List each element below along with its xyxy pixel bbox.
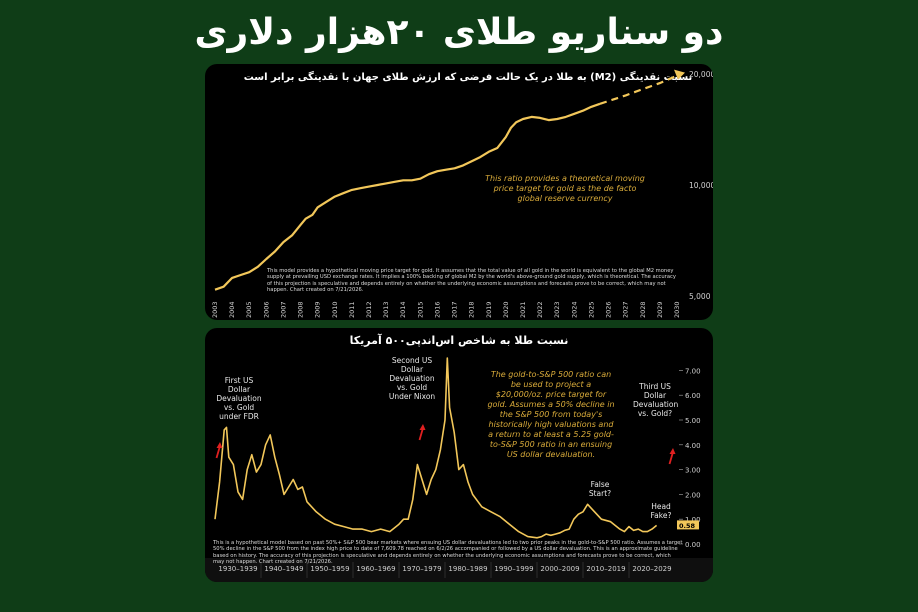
chart-title: نسبت نقدینگی (M2) به طلا در یک حالت فرضی… [243, 72, 693, 83]
x-tick-label: 2029 [656, 301, 664, 318]
event-arrowhead [669, 448, 676, 454]
current-value-badge [677, 520, 699, 530]
m2-gold-chart: 20,000 10,000 5,000 2003 2004 2005 2006 2007 200… [211, 69, 713, 318]
event-label: Head Fake? [650, 502, 672, 520]
event-arrowhead [216, 442, 223, 448]
y-tick-label: 5.00 [685, 417, 701, 425]
x-tick-label: 2007 [279, 301, 287, 318]
event-label: Second US Dollar Devaluation vs. Gold Un… [388, 356, 436, 401]
x-tick-label: 2030 [673, 301, 681, 318]
projection-arrowhead [674, 69, 685, 80]
x-tick-label: 2021 [519, 301, 527, 318]
x-tick-label: 2014 [399, 301, 407, 318]
event-label: False Start? [588, 480, 612, 498]
x-tick-label: 2003 [211, 301, 219, 318]
decade-label: 1940–1949 [264, 565, 303, 573]
x-tick-label: 2020 [502, 301, 510, 318]
event-label: Third US Dollar Devaluation vs. Gold? [633, 382, 679, 418]
x-tick-label: 2028 [639, 301, 647, 318]
event-label: First US Dollar Devaluation vs. Gold und… [216, 376, 262, 421]
x-tick-label: 2016 [433, 301, 441, 318]
history-line [214, 102, 601, 291]
y-tick-label: 7.00 [685, 367, 701, 375]
headline: دو سناریو طلای ۲۰هزار دلاری [194, 12, 724, 53]
chart-annotation: This ratio provides a theoretical moving… [485, 174, 645, 203]
x-tick-label: 2011 [348, 301, 356, 318]
x-tick-label: 2010 [331, 301, 339, 318]
x-tick-label: 2013 [382, 301, 390, 318]
x-tick-label: 2015 [416, 301, 424, 318]
gold-sp500-chart-panel: نسبت طلا به شاخص اس‌اندپی۵۰۰ آمریکا 7.00… [205, 328, 713, 582]
y-tick-label: 10,000 [689, 181, 713, 190]
x-tick-label: 2025 [587, 301, 595, 318]
x-tick-label: 2026 [605, 301, 613, 318]
m2-gold-chart-panel: نسبت نقدینگی (M2) به طلا در یک حالت فرضی… [205, 64, 713, 320]
x-tick-label: 2009 [314, 301, 322, 318]
x-tick-label: 2024 [570, 301, 578, 318]
x-tick-label: 2018 [468, 301, 476, 318]
event-arrowhead [419, 424, 426, 430]
x-tick-label: 2008 [297, 301, 305, 318]
x-tick-label: 2027 [622, 301, 630, 318]
y-tick-label: 5,000 [689, 292, 711, 301]
x-tick-label: 2019 [485, 301, 493, 318]
x-tick-label: 2017 [451, 301, 459, 318]
ratio-line [214, 357, 658, 539]
y-tick-label: 0.00 [685, 541, 701, 549]
decade-bar [205, 558, 713, 582]
y-tick-label: 2.00 [685, 491, 701, 499]
chart-disclaimer: This is a hypothetical model based on pa… [213, 540, 683, 566]
current-value-label: 0.58 [679, 522, 696, 530]
y-tick-label: 20,000 [689, 70, 713, 79]
y-tick-label: 1.00 [685, 516, 701, 524]
x-tick-label: 2004 [228, 301, 236, 318]
x-tick-label: 2022 [536, 301, 544, 318]
decade-label: 1950–1959 [310, 565, 349, 573]
x-tick-label: 2023 [553, 301, 561, 318]
gold-sp500-chart: 7.00 6.00 5.00 4.00 3.00 2.00 1.00 0.00 0.58 1930… [214, 357, 701, 578]
decade-label: 2010–2019 [586, 565, 625, 573]
decade-label: 2000–2009 [540, 565, 579, 573]
decade-label: 1980–1989 [448, 565, 487, 573]
y-tick-label: 3.00 [685, 467, 701, 475]
decade-label: 1990–1999 [494, 565, 533, 573]
y-tick-label: 4.00 [685, 442, 701, 450]
x-tick-label: 2005 [245, 301, 253, 318]
chart-disclaimer: This model provides a hypothetical movin… [267, 268, 676, 294]
x-tick-label: 2012 [365, 301, 373, 318]
decade-label: 1960–1969 [356, 565, 395, 573]
chart-annotation: The gold-to-S&P 500 ratio can be used to… [487, 370, 615, 459]
projection-line [599, 74, 678, 105]
decade-label: 2020–2029 [632, 565, 671, 573]
chart-title: نسبت طلا به شاخص اس‌اندپی۵۰۰ آمریکا [349, 334, 569, 347]
decade-label: 1930–1939 [218, 565, 257, 573]
y-tick-label: 6.00 [685, 392, 701, 400]
x-tick-label: 2006 [262, 301, 270, 318]
decade-label: 1970–1979 [402, 565, 441, 573]
